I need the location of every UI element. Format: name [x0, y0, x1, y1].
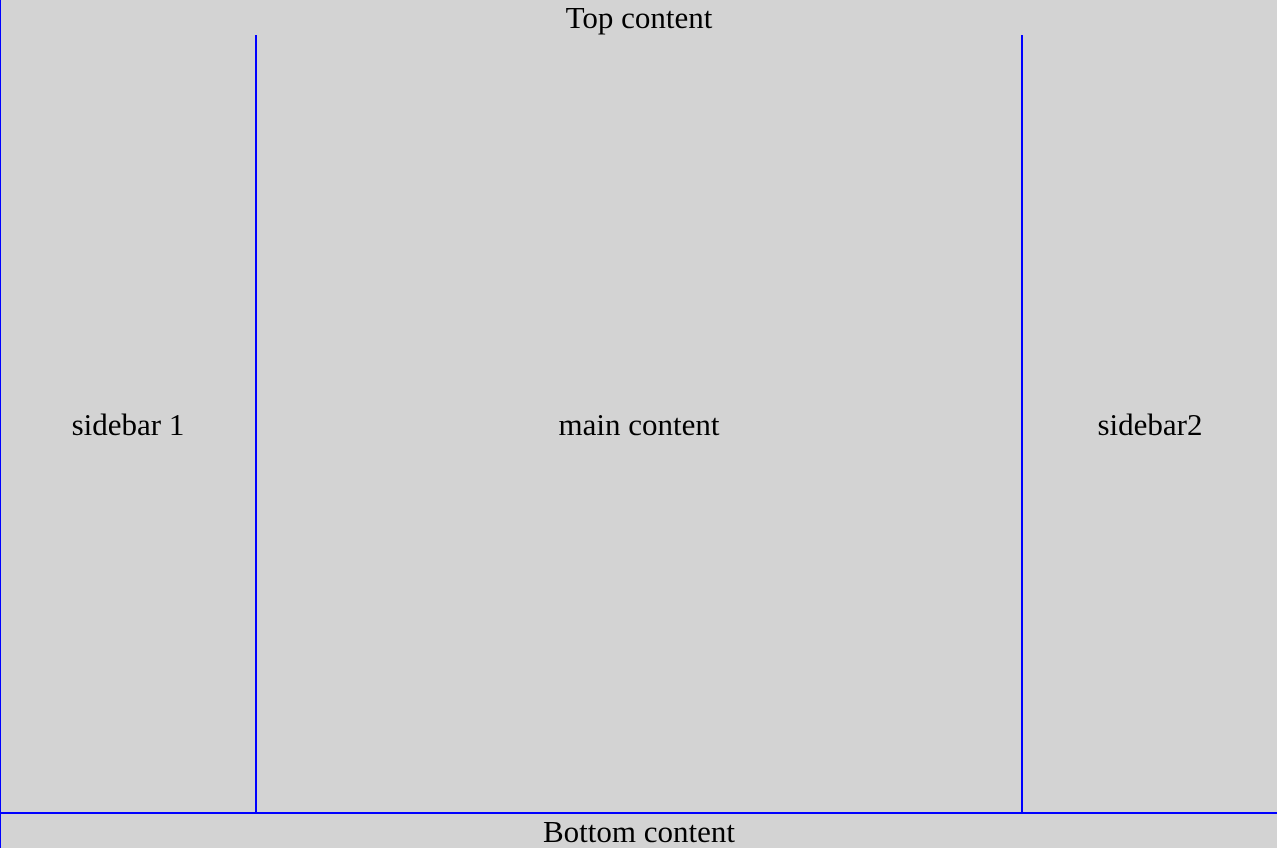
main-content-region: main content	[255, 35, 1023, 814]
sidebar-left-label: sidebar 1	[71, 407, 185, 442]
bottom-content-label: Bottom content	[542, 813, 735, 848]
bottom-content-region: Bottom content	[0, 812, 1277, 848]
top-content-region: Top content	[0, 0, 1277, 37]
main-content-label: main content	[558, 407, 720, 442]
sidebar-left: sidebar 1	[0, 35, 257, 814]
sidebar-right-label: sidebar2	[1097, 407, 1203, 442]
top-content-label: Top content	[565, 0, 713, 35]
sidebar-right: sidebar2	[1021, 35, 1277, 814]
